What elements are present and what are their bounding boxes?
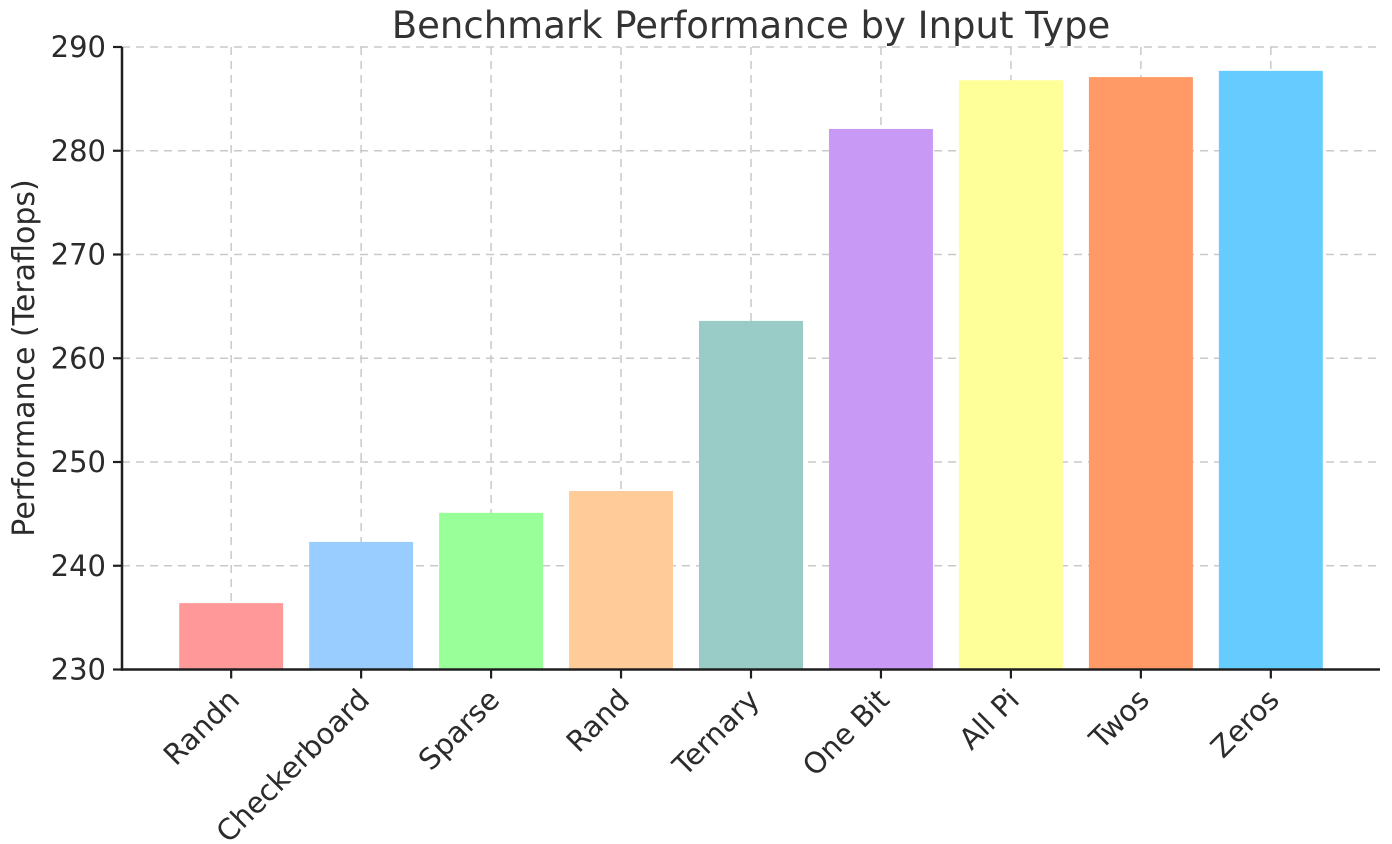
bars-layer (179, 70, 1323, 670)
y-tick-label-280: 280 (51, 134, 106, 168)
bar-checkerboard (309, 541, 414, 670)
y-axis-label: Performance (Teraflops) (7, 179, 42, 536)
y-tick-label-240: 240 (51, 549, 106, 583)
y-tick-label-260: 260 (51, 341, 106, 375)
bar-rand (569, 491, 674, 670)
x-tick-label-sparse: Sparse (412, 682, 506, 776)
x-tick-label-one-bit: One Bit (796, 682, 896, 782)
bar-zeros (1218, 70, 1323, 670)
y-tick-label-270: 270 (51, 238, 106, 272)
bar-randn (179, 603, 284, 670)
bar-ternary (699, 320, 803, 670)
y-tick-label-290: 290 (51, 30, 106, 64)
bar-all-pi (958, 80, 1063, 670)
bar-twos (1088, 77, 1193, 670)
bar-one-bit (828, 128, 933, 670)
chart-title: Benchmark Performance by Input Type (392, 4, 1110, 47)
x-tick-label-zeros: Zeros (1204, 682, 1286, 764)
x-tick-label-all-pi: All Pi (952, 682, 1026, 756)
x-tick-label-twos: Twos (1082, 682, 1156, 756)
x-tick-label-rand: Rand (560, 682, 636, 758)
y-tick-label-250: 250 (51, 445, 106, 479)
y-tick-label-230: 230 (51, 653, 106, 687)
x-tick-label-ternary: Ternary (665, 682, 766, 783)
axes-layer (113, 45, 1380, 679)
x-tick-label-randn: Randn (157, 682, 246, 771)
bar-sparse (439, 512, 544, 670)
